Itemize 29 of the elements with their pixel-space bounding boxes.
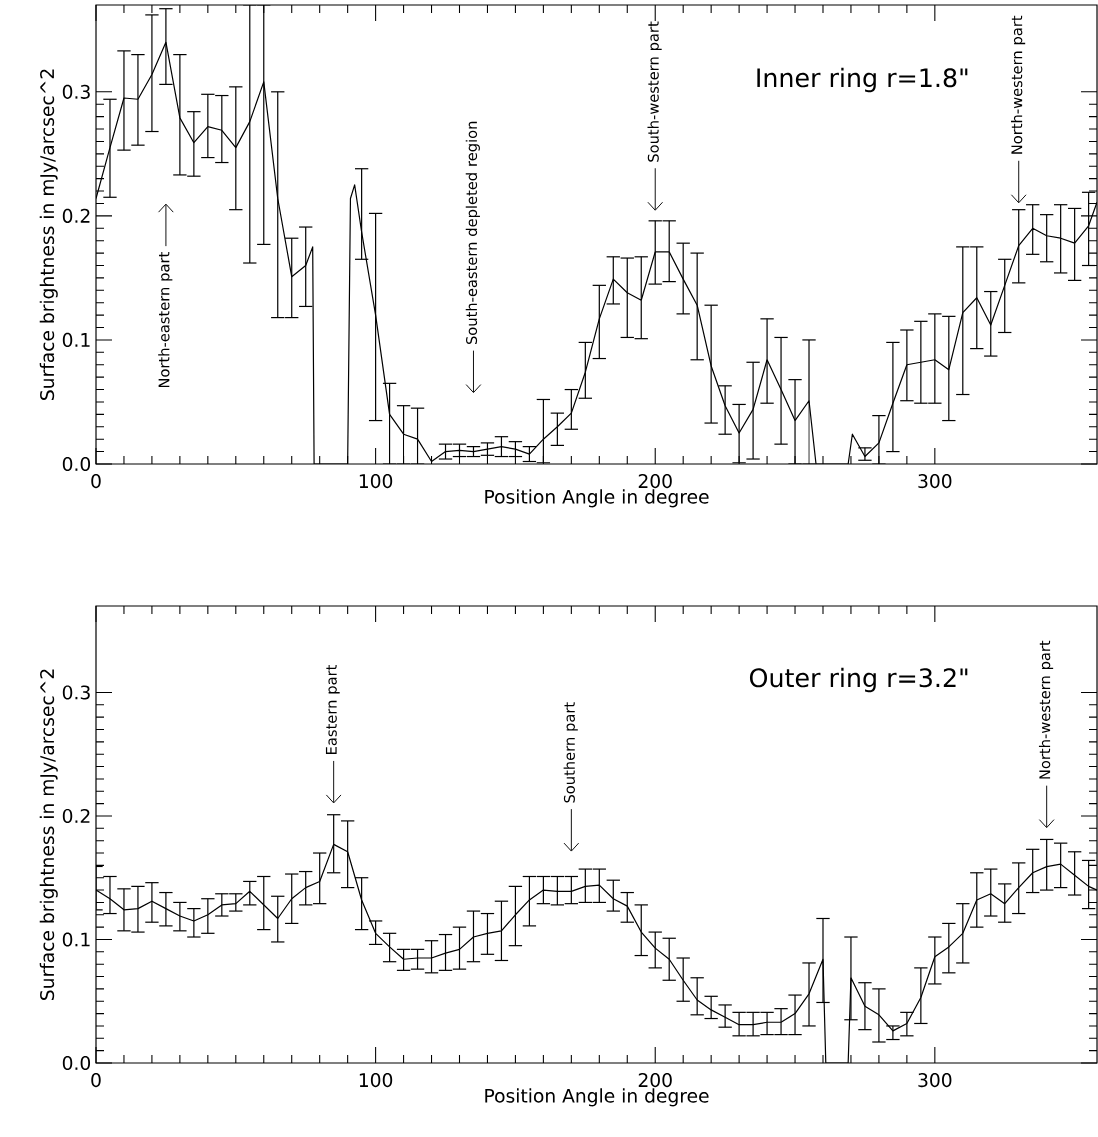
- y-tick-label: 0.3: [62, 84, 90, 99]
- x-tick-label: 100: [359, 1073, 393, 1088]
- x-tick-label: 0: [91, 474, 101, 489]
- annotation: North-eastern part: [158, 252, 173, 388]
- x-tick-label: 300: [918, 474, 952, 489]
- x-tick-label: 200: [638, 474, 672, 489]
- x-tick-label: 200: [638, 1073, 672, 1088]
- x-tick-label: 300: [918, 1073, 952, 1088]
- x-axis-title: Position Angle in degree: [485, 489, 709, 508]
- x-tick-label: 100: [359, 474, 393, 489]
- x-tick-label: 0: [91, 1073, 101, 1088]
- y-tick-label: 0.2: [62, 208, 90, 223]
- y-tick-label: 0.1: [62, 932, 90, 947]
- x-axis-title: Position Angle in degree: [485, 1088, 709, 1107]
- annotation: Eastern part: [325, 665, 340, 754]
- annotation: South-eastern depleted region: [465, 121, 480, 345]
- y-axis-title: Surface brightness in mJy/arcsec^2: [39, 69, 58, 400]
- y-tick-label: 0.0: [62, 1055, 91, 1071]
- y-axis-title: Surface brightness in mJy/arcsec^2: [39, 669, 58, 1000]
- text: Inner ring r=1.8": [757, 67, 968, 93]
- annotation: South-western part: [647, 21, 662, 162]
- y-tick-label: 0.2: [62, 808, 90, 824]
- annotation: North-western part: [1038, 640, 1054, 779]
- y-tick-label: 0.1: [62, 332, 90, 347]
- annotation: Southern part: [563, 702, 578, 803]
- y-tick-label: 0.3: [62, 685, 90, 700]
- annotation: North-western part: [1010, 15, 1026, 154]
- text: Outer ring r=3.2": [749, 667, 968, 693]
- y-tick-label: 0.0: [62, 456, 91, 472]
